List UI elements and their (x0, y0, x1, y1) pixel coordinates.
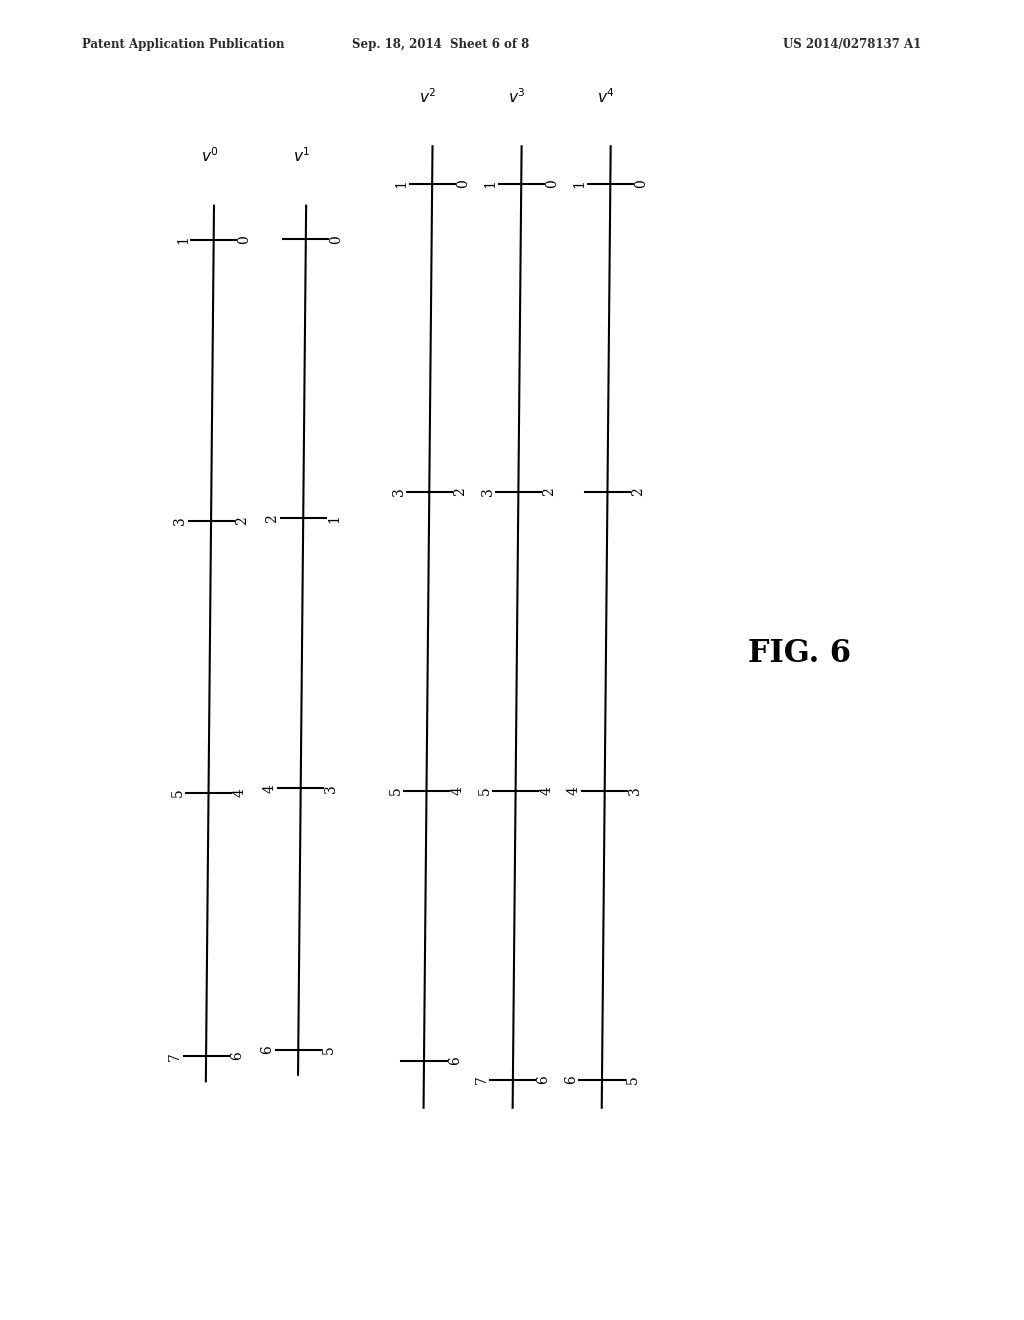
Text: $v^2$: $v^2$ (419, 87, 437, 106)
Text: 5: 5 (389, 787, 402, 795)
Text: 0: 0 (238, 235, 252, 244)
Text: 4: 4 (451, 787, 464, 795)
Text: 7: 7 (168, 1052, 182, 1060)
Text: 3: 3 (325, 784, 338, 793)
Text: 5: 5 (171, 788, 184, 797)
Text: 2: 2 (234, 516, 249, 525)
Text: 1: 1 (176, 235, 190, 244)
Text: 7: 7 (475, 1076, 489, 1084)
Text: 1: 1 (394, 180, 409, 189)
Text: 4: 4 (540, 787, 553, 795)
Text: 4: 4 (567, 787, 581, 795)
Text: US 2014/0278137 A1: US 2014/0278137 A1 (783, 38, 922, 51)
Text: 3: 3 (391, 487, 406, 496)
Text: 0: 0 (634, 180, 648, 189)
Text: 5: 5 (478, 787, 492, 795)
Text: 0: 0 (330, 235, 343, 244)
Text: 2: 2 (265, 513, 280, 523)
Text: 3: 3 (173, 516, 187, 525)
Text: 6: 6 (537, 1076, 551, 1084)
Text: $v^1$: $v^1$ (293, 147, 311, 165)
Text: 3: 3 (629, 787, 642, 795)
Text: 6: 6 (447, 1056, 462, 1065)
Text: 1: 1 (483, 180, 498, 189)
Text: Sep. 18, 2014  Sheet 6 of 8: Sep. 18, 2014 Sheet 6 of 8 (351, 38, 529, 51)
Text: $v^0$: $v^0$ (201, 147, 219, 165)
Text: 6: 6 (564, 1076, 579, 1084)
Text: 1: 1 (572, 180, 587, 189)
Text: 2: 2 (453, 487, 467, 496)
Text: $v^3$: $v^3$ (508, 87, 526, 106)
Text: 4: 4 (232, 788, 246, 797)
Text: 0: 0 (456, 180, 470, 189)
Text: FIG. 6: FIG. 6 (748, 638, 851, 669)
Text: $v^4$: $v^4$ (597, 87, 615, 106)
Text: 0: 0 (545, 180, 559, 189)
Text: 5: 5 (626, 1076, 640, 1084)
Text: 2: 2 (631, 487, 645, 496)
Text: 2: 2 (542, 487, 556, 496)
Text: 6: 6 (260, 1045, 274, 1055)
Text: 3: 3 (480, 487, 495, 496)
Text: 1: 1 (327, 513, 341, 523)
Text: 4: 4 (263, 784, 276, 793)
Text: 6: 6 (229, 1052, 244, 1060)
Text: Patent Application Publication: Patent Application Publication (82, 38, 285, 51)
Text: 5: 5 (322, 1045, 336, 1055)
